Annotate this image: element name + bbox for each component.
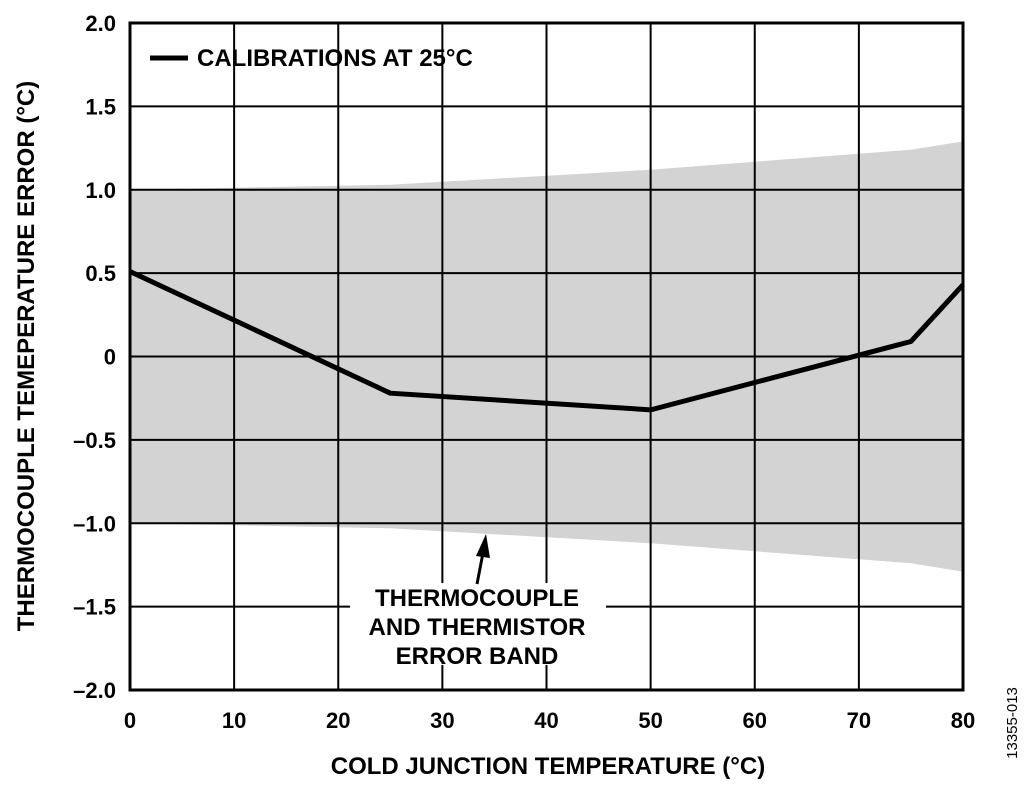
y-tick-label: 1.0: [85, 178, 116, 203]
legend-label: CALIBRATIONS AT 25°C: [197, 45, 473, 72]
series-line: [128, 269, 965, 413]
band-annotation: THERMOCOUPLE AND THERMISTOR ERROR BAND: [350, 534, 606, 670]
x-tick-label: 0: [124, 708, 136, 733]
x-tick-label: 30: [430, 708, 454, 733]
y-tick-label: –2.0: [73, 678, 116, 703]
y-tick-label: 1.5: [85, 94, 116, 119]
y-axis-title: THERMOCOUPLE TEMEPERATURE ERROR (°C): [13, 81, 40, 632]
x-tick-label: 80: [951, 708, 975, 733]
x-tick-label: 50: [638, 708, 662, 733]
y-tick-label: –0.5: [73, 428, 116, 453]
tick-labels: 0 10 20 30 40 50 60 70 80 2.0 1.5 1.0 0.5 0 –0.5 –1.0 –1…: [73, 11, 975, 733]
x-tick-label: 60: [743, 708, 767, 733]
x-tick-label: 70: [847, 708, 871, 733]
y-tick-label: 0: [104, 345, 116, 370]
x-axis-title: COLD JUNCTION TEMPERATURE (°C): [331, 753, 765, 780]
grid-layer: [128, 21, 965, 692]
annotation-line-1: THERMOCOUPLE: [375, 585, 579, 612]
legend: CALIBRATIONS AT 25°C: [150, 45, 473, 72]
y-tick-label: 0.5: [85, 261, 116, 286]
x-tick-label: 10: [222, 708, 246, 733]
annotation-arrow-shaft: [475, 552, 485, 585]
y-tick-label: 2.0: [85, 11, 116, 36]
series-layer: [128, 269, 965, 413]
y-tick-label: –1.0: [73, 511, 116, 536]
plot-frame: [128, 21, 965, 692]
annotation-line-3: ERROR BAND: [396, 643, 559, 670]
x-tick-label: 40: [534, 708, 558, 733]
y-tick-label: –1.5: [73, 595, 116, 620]
annotation-line-2: AND THERMISTOR: [369, 614, 586, 641]
annotation-background: [350, 583, 606, 665]
x-tick-label: 20: [326, 708, 350, 733]
annotation-arrow-head: [476, 534, 490, 558]
figure-id: 13355-013: [1004, 687, 1021, 759]
